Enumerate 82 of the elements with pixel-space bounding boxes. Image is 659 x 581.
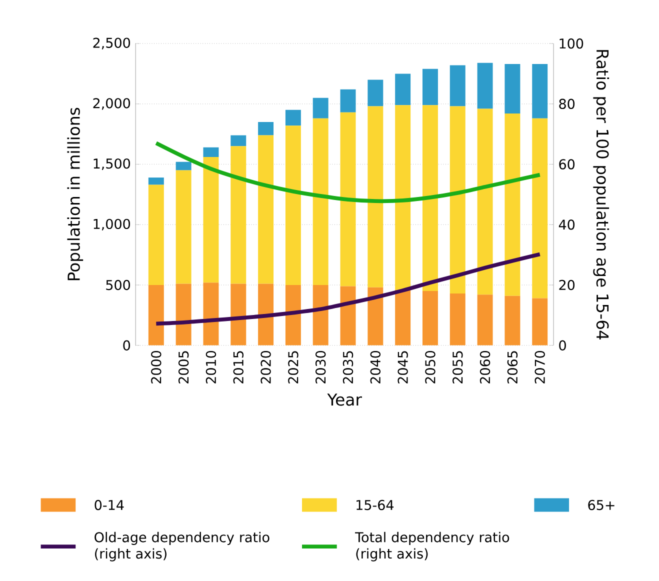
- bar: [285, 110, 301, 126]
- y2-tick-label: 60: [559, 158, 575, 170]
- bar: [368, 287, 384, 346]
- bar: [532, 118, 548, 298]
- bar: [395, 104, 411, 290]
- y2-tick-label: 20: [559, 280, 575, 290]
- y2-tick-label: 40: [558, 219, 575, 230]
- x-tick-label: 2005: [178, 351, 189, 384]
- bar: [340, 112, 356, 286]
- bar: [148, 184, 164, 285]
- bar: [504, 64, 520, 114]
- line-series: [154, 252, 542, 326]
- y2-axis-title: Ratio per 100 population age 15-64: [593, 50, 610, 340]
- legend-label: 15-64: [356, 500, 394, 510]
- bar: [176, 162, 192, 170]
- bar: [504, 113, 520, 296]
- bar: [450, 293, 466, 346]
- x-axis-title: Year: [327, 393, 362, 406]
- bar: [203, 282, 219, 346]
- y2-tick-label: 80: [559, 98, 575, 109]
- bar: [230, 284, 246, 346]
- line-series: [154, 140, 542, 203]
- bar: [368, 80, 384, 106]
- bar: [368, 106, 384, 288]
- bar: [148, 284, 164, 346]
- x-tick-label: 2020: [260, 350, 271, 384]
- bar: [422, 104, 438, 291]
- y-axis-title: Population in millions: [67, 108, 84, 280]
- bar: [312, 98, 328, 118]
- legend-label: 0-14: [94, 500, 124, 510]
- x-tick-label: 2030: [315, 350, 326, 384]
- x-tick-label: 2065: [507, 351, 518, 384]
- bar: [285, 125, 301, 285]
- bar: [258, 135, 274, 284]
- bar: [176, 170, 192, 284]
- y2-tick-label: 0: [559, 340, 566, 350]
- y-tick-label: 1,000: [94, 218, 130, 230]
- x-tick-label: 2055: [452, 351, 463, 384]
- bar: [312, 118, 328, 285]
- bar: [230, 146, 246, 284]
- bar: [477, 294, 493, 346]
- bar: [340, 89, 356, 112]
- x-tick-label: 2025: [288, 351, 298, 384]
- x-tick-label: 2010: [206, 350, 216, 384]
- bar: [176, 284, 192, 346]
- legend-label: 65+: [588, 500, 614, 510]
- bar: [395, 290, 411, 346]
- x-tick-label: 2070: [534, 350, 545, 384]
- legend-label: Old-age dependency ratio (right axis): [94, 532, 270, 562]
- bar: [258, 122, 274, 136]
- x-tick-label: 2015: [233, 351, 244, 384]
- y-tick-label: 2,500: [93, 38, 130, 50]
- bar: [203, 147, 219, 157]
- bar: [477, 108, 493, 294]
- bar: [258, 284, 274, 346]
- bar: [532, 64, 548, 118]
- bar: [450, 65, 466, 106]
- x-tick-label: 2060: [480, 350, 490, 384]
- bar: [450, 106, 466, 294]
- x-tick-label: 2000: [151, 350, 162, 384]
- bar: [340, 286, 356, 346]
- x-tick-label: 2035: [342, 351, 354, 384]
- legend-label: Total dependency ratio (right axis): [355, 532, 510, 562]
- y2-tick-label: 100: [560, 38, 584, 48]
- y-tick-label: 0: [123, 340, 130, 350]
- bar: [422, 290, 438, 346]
- bar: [148, 177, 164, 185]
- bar: [422, 68, 438, 105]
- bar: [477, 62, 493, 109]
- y-tick-label: 1,500: [94, 158, 130, 170]
- bar: [532, 298, 548, 346]
- y-tick-label: 500: [106, 280, 130, 290]
- x-tick-label: 2045: [398, 351, 408, 384]
- bar: [312, 284, 328, 346]
- bar: [504, 296, 520, 346]
- bar: [395, 73, 411, 105]
- bar: [285, 284, 301, 346]
- x-tick-label: 2040: [370, 350, 381, 384]
- x-tick-label: 2050: [425, 350, 436, 384]
- bar: [230, 135, 246, 146]
- y-tick-label: 2,000: [93, 98, 130, 110]
- bar: [203, 156, 219, 282]
